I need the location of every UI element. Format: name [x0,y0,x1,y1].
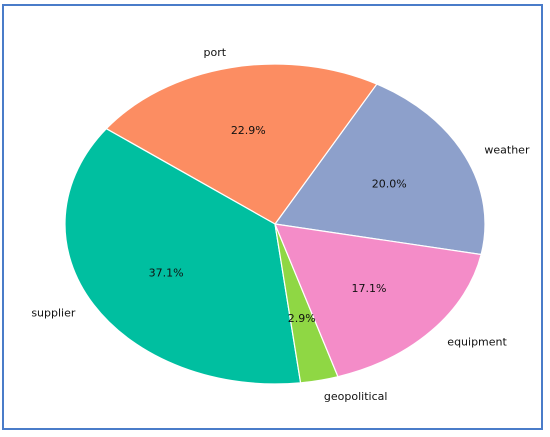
pct-label-weather: 20.0% [372,177,407,190]
pct-label-geopolitical: 2.9% [288,312,316,325]
category-label-geopolitical: geopolitical [324,390,388,403]
category-label-equipment: equipment [447,335,507,348]
pie-slice-supplier [64,127,302,385]
pie-slice-port [105,63,378,225]
pie-slice-equipment [274,223,482,378]
pie-slices [64,63,486,385]
category-label-port: port [204,46,227,59]
category-label-supplier: supplier [31,307,76,320]
category-labels: weather port supplier geopolitical equipment [31,46,530,403]
pct-label-port: 22.9% [231,124,266,137]
pie-slice-weather [273,83,486,256]
pct-label-supplier: 37.1% [149,266,184,279]
category-label-weather: weather [484,144,530,157]
percent-labels: 20.0% 22.9% 37.1% 2.9% 17.1% [149,124,407,325]
pct-label-equipment: 17.1% [352,282,387,295]
